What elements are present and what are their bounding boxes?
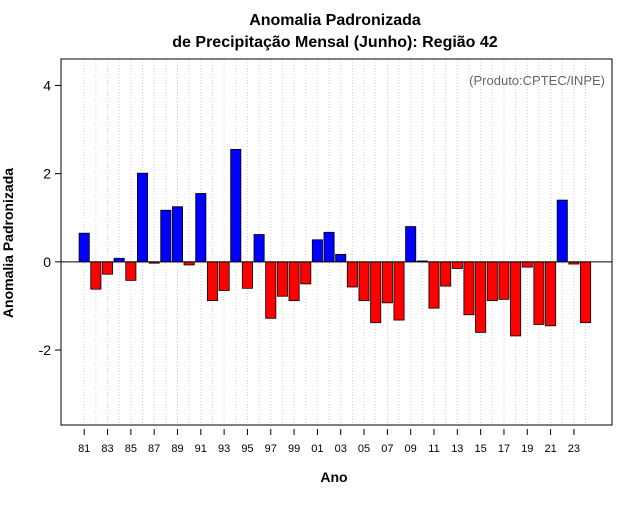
x-tick-label: 11 (428, 443, 439, 455)
x-tick-label: 87 (148, 443, 160, 455)
bar-84 (113, 257, 125, 263)
bar-14 (463, 261, 475, 316)
bar-20 (533, 261, 545, 325)
x-tick-label: 01 (311, 443, 323, 455)
bar-88 (160, 209, 172, 263)
bar-08 (393, 261, 405, 321)
x-tick-label: 13 (451, 443, 463, 455)
x-tick-label: 95 (241, 443, 253, 455)
bar-06 (370, 261, 382, 324)
y-tick-label: 2 (43, 166, 51, 182)
x-tick-label: 93 (218, 443, 230, 455)
bar-19 (521, 261, 533, 268)
bar-85 (125, 261, 137, 281)
y-axis-title: Anomalia Padronizada (0, 168, 16, 318)
x-tick-label: 03 (335, 443, 347, 455)
x-tick-label: 17 (498, 443, 510, 455)
bar-03 (335, 253, 347, 263)
bar-89 (171, 206, 183, 263)
bar-93 (218, 261, 230, 291)
bar-91 (195, 193, 207, 263)
x-tick-label: 91 (195, 443, 207, 455)
bar-82 (90, 261, 102, 290)
bar-13 (451, 261, 463, 269)
bar-22 (556, 199, 568, 263)
x-tick-label: 23 (568, 443, 580, 455)
bar-24 (580, 261, 592, 324)
bar-97 (265, 261, 277, 319)
y-tick-label: 0 (43, 254, 51, 270)
x-tick-label: 07 (381, 443, 393, 455)
plot-frame (60, 58, 613, 426)
bar-09 (405, 226, 417, 263)
x-axis-title: Ano (320, 469, 347, 485)
bar-98 (276, 261, 288, 297)
bar-00 (300, 261, 312, 285)
bar-02 (323, 231, 335, 263)
bar-81 (78, 232, 90, 263)
bar-86 (136, 172, 148, 263)
x-tick-label: 85 (125, 443, 137, 455)
y-tick-label: -2 (39, 342, 52, 358)
bar-16 (486, 261, 498, 302)
bar-05 (358, 261, 370, 302)
bar-83 (102, 261, 114, 275)
bar-99 (288, 261, 300, 302)
x-axis: 81 83 85 87 89 91 93 95 97 99 01 03 05 07 09 11 13 15 17 19… (78, 429, 580, 455)
bar-95 (241, 261, 253, 289)
bar-17 (498, 261, 510, 300)
x-tick-label: 89 (171, 443, 183, 455)
x-tick-label: 15 (475, 443, 487, 455)
bar-21 (545, 261, 557, 327)
bar-07 (381, 261, 393, 304)
x-tick-label: 21 (544, 443, 556, 455)
bar-96 (253, 234, 265, 263)
x-tick-label: 81 (78, 443, 90, 455)
bar-18 (510, 261, 522, 337)
x-tick-label: 97 (265, 443, 277, 455)
chart-title-line2: de Precipitação Mensal (Junho): Região 4… (172, 34, 498, 51)
bar-15 (475, 261, 487, 333)
bar-12 (440, 261, 452, 287)
x-tick-label: 99 (288, 443, 300, 455)
x-tick-label: 05 (358, 443, 370, 455)
bars (78, 148, 592, 337)
y-axis: -2 0 2 4 (39, 77, 61, 358)
bar-11 (428, 261, 440, 309)
bar-92 (206, 261, 218, 302)
y-tick-label: 4 (43, 77, 51, 93)
credit-label: (Produto:CPTEC/INPE) (469, 73, 605, 88)
grid-lines (83, 59, 587, 425)
bar-01 (311, 239, 323, 263)
bar-94 (230, 148, 242, 263)
x-tick-label: 09 (405, 443, 417, 455)
x-tick-label: 83 (101, 443, 113, 455)
chart-title-line1: Anomalia Padronizada (249, 12, 421, 29)
x-tick-label: 19 (521, 443, 533, 455)
bar-04 (346, 261, 358, 288)
